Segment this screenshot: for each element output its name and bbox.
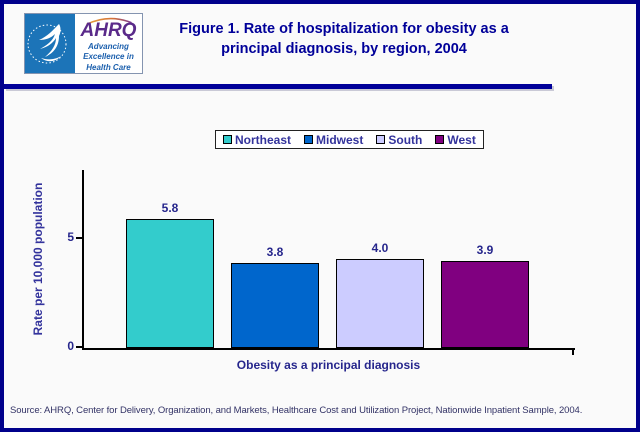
legend-label-west: West	[447, 132, 476, 147]
agency-logo: AHRQ Advancing Excellence in Health Care	[24, 13, 143, 74]
figure-title-line1: Figure 1. Rate of hospitalization for ob…	[179, 21, 509, 37]
legend-label-northeast: Northeast	[235, 132, 292, 147]
bar-west	[441, 261, 529, 348]
hhs-eagle-icon	[27, 24, 67, 64]
figure-title: Figure 1. Rate of hospitalization for ob…	[124, 19, 564, 59]
ahrq-tagline-line: Advancing	[88, 41, 129, 51]
ahrq-tagline: Advancing Excellence in Health Care	[83, 42, 134, 73]
hhs-logo	[25, 14, 75, 73]
legend-label-midwest: Midwest	[316, 132, 364, 147]
legend-item-northeast: Northeast	[223, 133, 291, 147]
source-note: Source: AHRQ, Center for Delivery, Organ…	[10, 405, 583, 416]
bar-value-label-south: 4.0	[371, 241, 389, 255]
figure-title-line2: principal diagnosis, by region, 2004	[221, 41, 467, 57]
y-axis-title: Rate per 10,000 population	[31, 182, 45, 336]
legend-item-south: South	[376, 133, 422, 147]
legend-item-west: West	[435, 132, 476, 147]
bar-value-label-northeast: 5.8	[161, 201, 179, 215]
legend-swatch-midwest	[304, 135, 314, 144]
legend-swatch-west	[435, 135, 445, 144]
bar-value-label-midwest: 3.8	[266, 245, 284, 259]
y-tick-label-0: 0	[67, 339, 74, 353]
ahrq-logo: AHRQ Advancing Excellence in Health Care	[75, 14, 142, 73]
bar-midwest	[231, 263, 319, 348]
y-tick-label-5: 5	[67, 229, 74, 244]
legend-item-midwest: Midwest	[304, 133, 363, 147]
ahrq-tagline-line: Excellence in	[83, 52, 134, 62]
ahrq-tagline-line: Health Care	[86, 62, 131, 72]
legend-swatch-northeast	[223, 135, 232, 144]
header-divider	[4, 84, 552, 89]
x-axis-end-tick	[572, 350, 574, 355]
y-tick-0	[76, 346, 82, 348]
y-tick-5	[76, 236, 82, 239]
ahrq-arc-icon	[85, 17, 132, 25]
bar-northeast	[126, 219, 214, 348]
bar-south	[336, 259, 424, 348]
legend-swatch-south	[376, 135, 386, 144]
plot-area: 5.8 3.8 4.0 3.9 0 5	[67, 170, 575, 355]
legend: Northeast Midwest South West	[215, 130, 484, 149]
legend-label-south: South	[388, 132, 423, 147]
ahrq-acronym: AHRQ	[80, 19, 137, 41]
bar-value-label-west: 3.9	[476, 243, 494, 257]
x-axis-label: Obesity as a principal diagnosis	[236, 358, 421, 372]
